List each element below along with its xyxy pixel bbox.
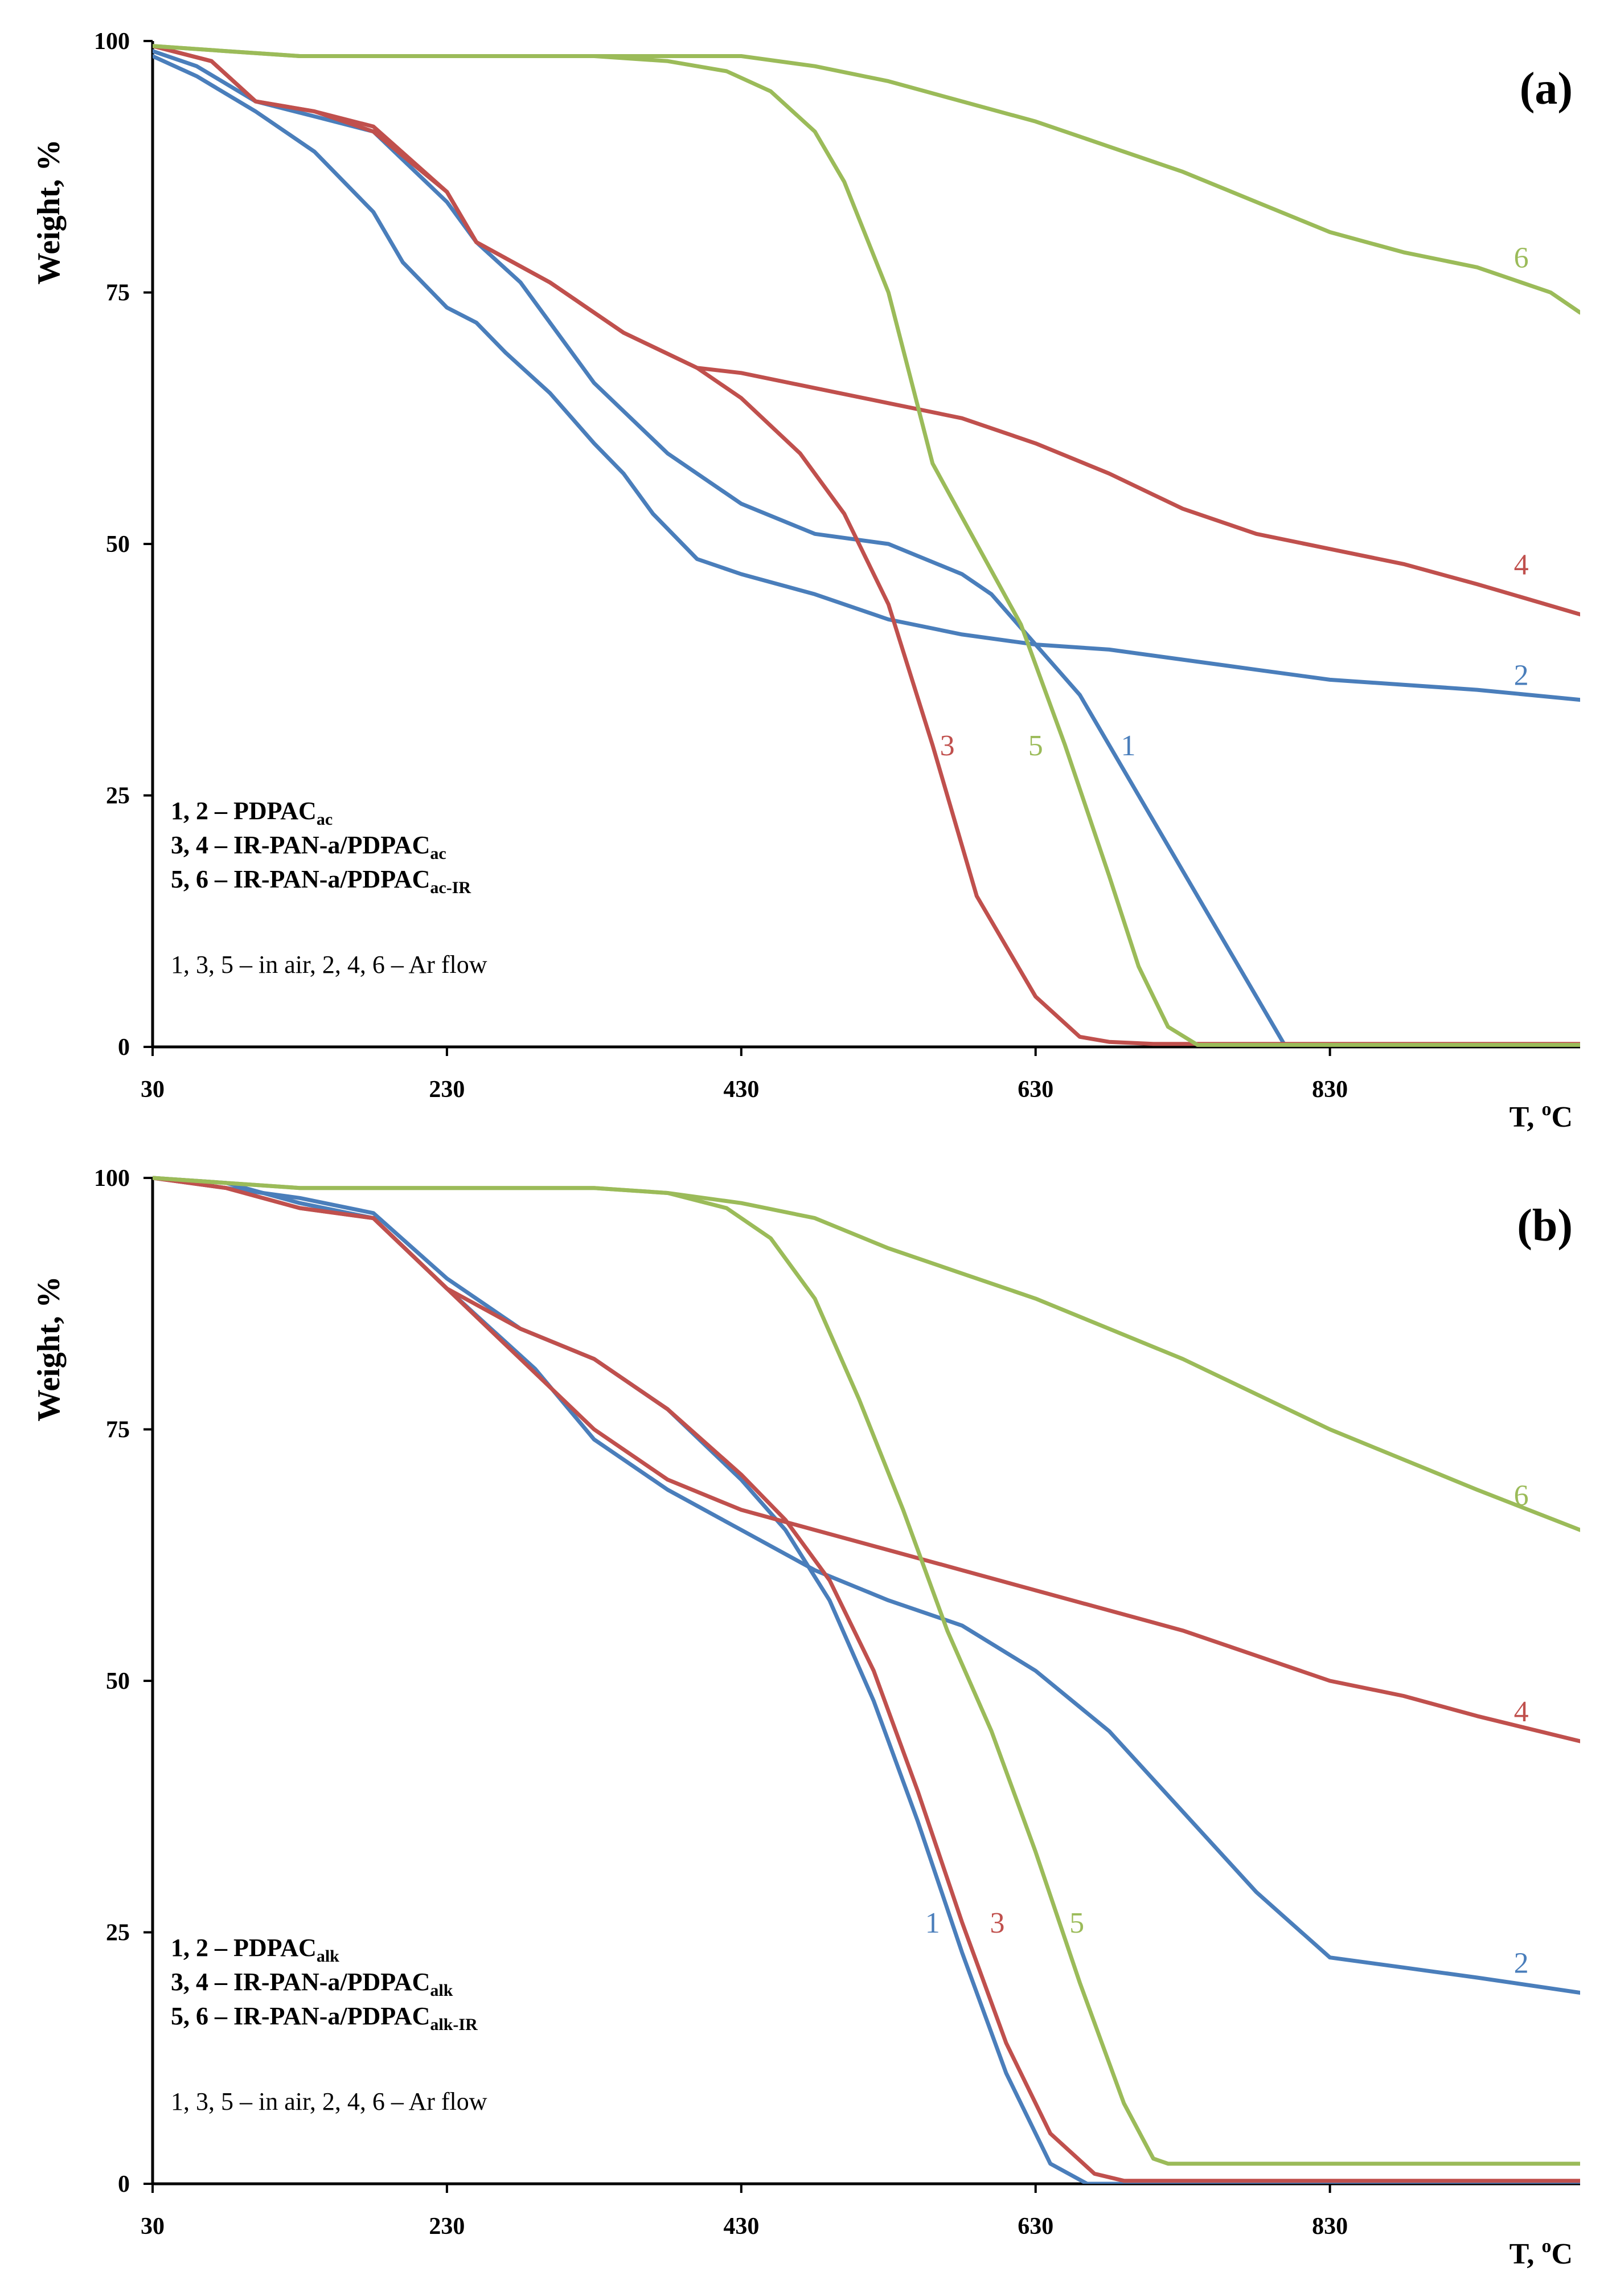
x-tick-label: 430 (723, 2213, 759, 2240)
series-line-1 (153, 1176, 1580, 2184)
x-tick-label: 630 (1018, 2213, 1053, 2240)
series-line-3 (153, 44, 1580, 1046)
series-label-5: 5 (1069, 1907, 1084, 1939)
series-label-6: 6 (1514, 242, 1529, 275)
y-tick-label: 50 (106, 1668, 130, 1695)
series-label-4: 4 (1514, 1696, 1529, 1728)
series-label-1: 1 (1121, 730, 1136, 762)
series-line-5 (153, 44, 1580, 1047)
series-line-4 (153, 44, 1580, 617)
series-line-2 (153, 1176, 1580, 1995)
x-tick-label: 230 (429, 1077, 465, 1103)
legend-entry: 3, 4 – IR-PAN-a/PDPACalk (171, 1968, 453, 2000)
series-label-2: 2 (1514, 1947, 1529, 1979)
y-tick-label: 100 (94, 1165, 130, 1192)
series-label-2: 2 (1514, 660, 1529, 692)
y-tick-label: 0 (118, 1034, 130, 1061)
series-label-5: 5 (1028, 730, 1043, 762)
y-tick-label: 75 (106, 1417, 130, 1443)
series-line-6 (153, 1176, 1580, 1532)
series-line-2 (153, 54, 1580, 702)
legend-entry: 3, 4 – IR-PAN-a/PDPACac (171, 831, 446, 863)
series-label-6: 6 (1514, 1479, 1529, 1512)
legend-entry: 1, 2 – PDPACalk (171, 1934, 339, 1966)
panel-label: (a) (1520, 64, 1573, 114)
legend-entry: 5, 6 – IR-PAN-a/PDPACac-IR (171, 865, 471, 897)
x-tick-label: 430 (723, 1077, 759, 1103)
series-label-3: 3 (990, 1907, 1005, 1939)
series-label-3: 3 (940, 730, 955, 762)
y-tick-label: 25 (106, 783, 130, 809)
series-label-1: 1 (925, 1907, 940, 1939)
series-line-4 (153, 1176, 1580, 1744)
y-tick-label: 100 (94, 28, 130, 55)
y-tick-label: 75 (106, 280, 130, 306)
legend-entry: 1, 2 – PDPACac (171, 797, 333, 829)
legend-entry: 5, 6 – IR-PAN-a/PDPACalk-IR (171, 2002, 478, 2034)
panel-label: (b) (1517, 1201, 1573, 1251)
x-tick-label: 830 (1312, 1077, 1348, 1103)
x-tick-label: 830 (1312, 2213, 1348, 2240)
legend-note: 1, 3, 5 – in air, 2, 4, 6 – Ar flow (171, 2088, 487, 2115)
x-tick-label: 30 (141, 1077, 165, 1103)
x-axis-title: T, oC (1510, 1099, 1573, 1133)
y-axis-title: Weight, % (31, 1276, 67, 1421)
legend-note: 1, 3, 5 – in air, 2, 4, 6 – Ar flow (171, 951, 487, 979)
y-axis-title: Weight, % (31, 139, 67, 284)
series-line-1 (153, 49, 1580, 1047)
y-tick-label: 25 (106, 1920, 130, 1946)
x-axis-title: T, oC (1510, 2236, 1573, 2270)
x-tick-label: 630 (1018, 1077, 1053, 1103)
y-tick-label: 0 (118, 2171, 130, 2197)
y-tick-label: 50 (106, 531, 130, 558)
series-line-6 (153, 44, 1580, 315)
x-tick-label: 30 (141, 2213, 165, 2240)
series-label-4: 4 (1514, 549, 1529, 581)
x-tick-label: 230 (429, 2213, 465, 2240)
